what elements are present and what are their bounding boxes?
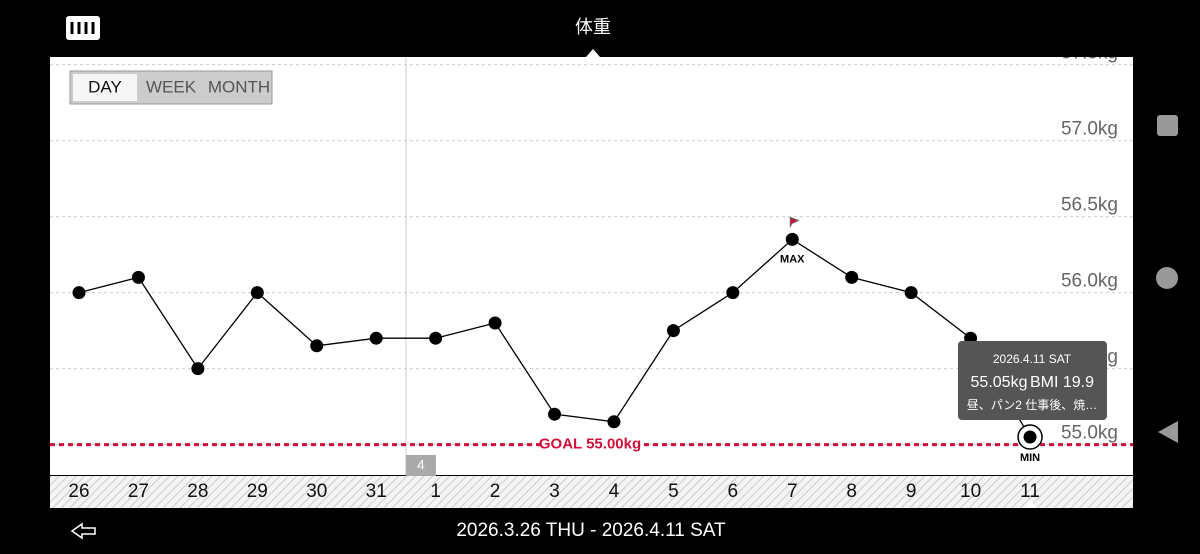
- tooltip-date: 2026.4.11 SAT: [993, 352, 1072, 366]
- max-label: MAX: [780, 253, 805, 265]
- home-button[interactable]: [1156, 267, 1178, 289]
- tooltip-box: [958, 341, 1107, 420]
- y-tick-label: 56.0kg: [1061, 271, 1118, 292]
- x-axis: 26 27 28 29 30 31 1 2 3 4 5 6 7 8 9 10 11: [68, 481, 1039, 502]
- max-flag: [789, 216, 800, 228]
- x-tick-label: 7: [787, 481, 798, 502]
- y-tick-label: 55.0kg: [1061, 423, 1118, 444]
- month-marker: 4: [417, 457, 425, 473]
- title-pointer: [586, 49, 600, 57]
- x-tick-label: 3: [549, 481, 560, 502]
- point: [726, 286, 740, 300]
- point: [904, 286, 918, 300]
- point: [310, 339, 324, 353]
- tooltip-weight: 55.05kg: [971, 374, 1028, 391]
- point: [250, 286, 264, 300]
- tab-active: [73, 74, 137, 101]
- selected-pointer: [1023, 500, 1037, 508]
- tab[interactable]: WEEK: [146, 77, 197, 96]
- header: 体重: [66, 16, 611, 57]
- point: [1023, 430, 1037, 444]
- point: [666, 324, 680, 338]
- point: [548, 407, 562, 421]
- y-tick-label: 57.0kg: [1061, 119, 1118, 140]
- point: [845, 270, 859, 284]
- y-tick-label: 56.5kg: [1061, 195, 1118, 216]
- x-tick-label: 29: [247, 481, 268, 502]
- min-label: MIN: [1020, 452, 1040, 464]
- x-tick-label: 5: [668, 481, 679, 502]
- point: [131, 270, 145, 284]
- x-tick-label: 28: [187, 481, 208, 502]
- tab[interactable]: DAY: [88, 77, 122, 96]
- range-tabs: DAY WEEK MONTH: [69, 70, 273, 105]
- x-tick-label: 31: [366, 481, 387, 502]
- footer: 2026.3.26 THU - 2026.4.11 SAT: [70, 500, 1037, 541]
- point: [607, 415, 621, 429]
- screen-title: 体重: [575, 17, 611, 37]
- x-tick-label: 1: [430, 481, 441, 502]
- goal-label-bg: [540, 434, 640, 455]
- x-tick-label: 10: [960, 481, 981, 502]
- tab[interactable]: MONTH: [208, 77, 270, 96]
- point: [369, 331, 383, 345]
- x-tick-label: 4: [609, 481, 620, 502]
- x-tick-label: 26: [68, 481, 89, 502]
- tooltip-memo: 昼、パン2 仕事後、焼…: [967, 398, 1098, 412]
- x-tick-label: 8: [846, 481, 857, 502]
- x-tick-label: 2: [490, 481, 501, 502]
- point: [785, 232, 799, 246]
- point: [72, 286, 86, 300]
- x-tick-label: 11: [1020, 481, 1040, 502]
- nav-bar: [1156, 115, 1178, 443]
- goal-label: GOAL 55.00kg: [539, 436, 641, 453]
- x-tick-label: 6: [728, 481, 739, 502]
- month-marker-box: [405, 455, 436, 476]
- y-tick-label: 57.5kg: [1061, 43, 1118, 64]
- back-arrow[interactable]: [70, 522, 96, 540]
- point: [191, 362, 205, 376]
- x-tick-label: 30: [306, 481, 327, 502]
- x-tick-label: 27: [128, 481, 149, 502]
- tooltip-bmi: BMI 19.9: [1030, 374, 1094, 391]
- back-button[interactable]: [1158, 421, 1178, 443]
- x-tick-label: 9: [906, 481, 917, 502]
- recents-button[interactable]: [1157, 115, 1178, 136]
- date-range: 2026.3.26 THU - 2026.4.11 SAT: [456, 520, 726, 541]
- x-axis-strip: [50, 476, 1133, 508]
- point: [429, 331, 443, 345]
- tooltip: 2026.4.11 SAT 55.05kg BMI 19.9 昼、パン2 仕事後…: [958, 341, 1107, 420]
- chart-area: [50, 57, 1133, 475]
- point: [488, 316, 502, 330]
